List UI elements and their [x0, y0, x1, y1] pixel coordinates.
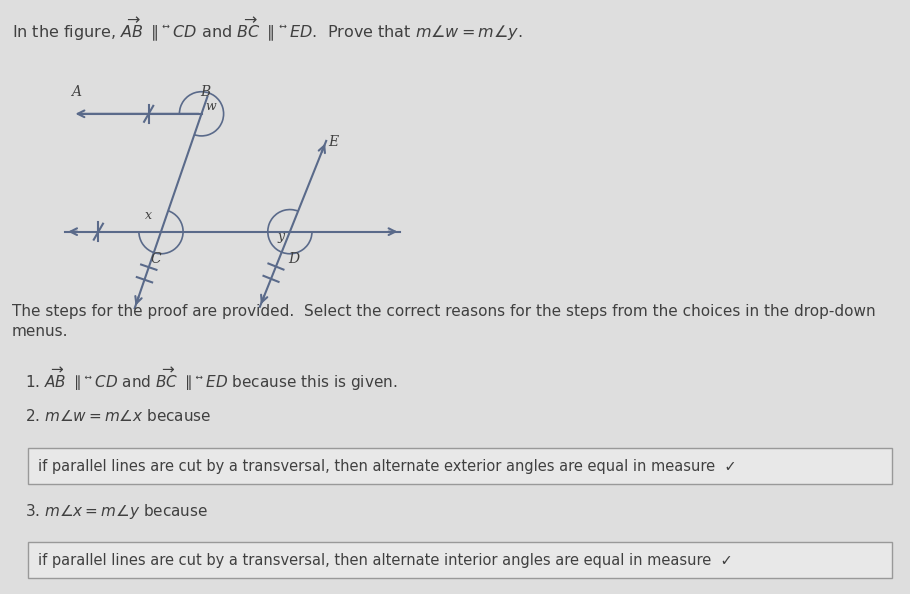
- Text: 1. $\overrightarrow{AB}$ $\parallel$ $\overleftrightarrow{CD}$ and $\overrightar: 1. $\overrightarrow{AB}$ $\parallel$ $\o…: [25, 366, 398, 393]
- FancyBboxPatch shape: [28, 542, 892, 578]
- Text: x: x: [145, 209, 152, 222]
- Text: A: A: [71, 85, 81, 99]
- Text: C: C: [150, 252, 161, 266]
- Text: if parallel lines are cut by a transversal, then alternate exterior angles are e: if parallel lines are cut by a transvers…: [38, 459, 736, 473]
- Text: D: D: [288, 252, 299, 266]
- Text: E: E: [329, 135, 339, 149]
- Text: In the figure, $\overrightarrow{AB}$ $\parallel$ $\overleftrightarrow{CD}$ and $: In the figure, $\overrightarrow{AB}$ $\p…: [12, 16, 522, 44]
- FancyBboxPatch shape: [28, 448, 892, 484]
- Text: 2. $m\angle w = m\angle x$ because: 2. $m\angle w = m\angle x$ because: [25, 408, 211, 424]
- Text: y: y: [278, 230, 284, 243]
- Text: The steps for the proof are provided.  Select the correct reasons for the steps : The steps for the proof are provided. Se…: [12, 304, 875, 319]
- Text: B: B: [200, 85, 210, 99]
- Text: if parallel lines are cut by a transversal, then alternate interior angles are e: if parallel lines are cut by a transvers…: [38, 552, 733, 567]
- Text: 3. $m\angle x = m\angle y$ because: 3. $m\angle x = m\angle y$ because: [25, 502, 208, 521]
- Text: w: w: [205, 100, 216, 113]
- Text: menus.: menus.: [12, 324, 68, 339]
